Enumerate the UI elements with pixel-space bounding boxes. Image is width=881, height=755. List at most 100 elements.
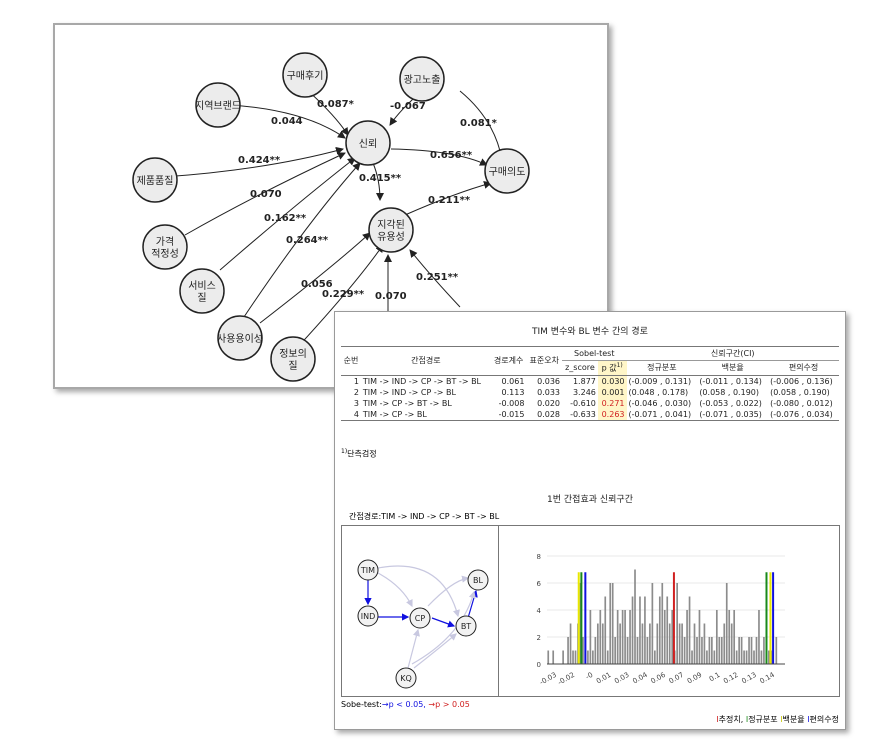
cell-bias: (-0.006 , 0.136) — [770, 376, 833, 386]
svg-text:구매후기: 구매후기 — [287, 70, 324, 82]
histogram-bar — [599, 610, 602, 664]
edge-label: 0.251** — [416, 272, 459, 283]
histogram-bar — [596, 623, 599, 664]
histogram-bar — [743, 650, 745, 664]
histogram-bar — [614, 637, 617, 664]
histogram-bar — [683, 637, 686, 664]
cell-z: 1.877 — [572, 376, 596, 386]
cell-z: 3.246 — [572, 387, 596, 397]
mini-node-tim: TIM — [357, 559, 379, 581]
x-tick-label: 0.13 — [740, 671, 758, 686]
histogram-bar — [547, 650, 550, 664]
histogram-bar — [733, 610, 736, 664]
cell-no: 2 — [353, 387, 359, 397]
histogram-bar — [629, 610, 631, 664]
histogram-bar — [646, 637, 649, 664]
cell-p: 0.263 — [597, 408, 627, 421]
cell-se: 0.036 — [537, 376, 561, 386]
cell-p: 0.271 — [597, 397, 627, 409]
mini-node-bl: BL — [467, 569, 489, 591]
ci-histogram: 0 2 4 6 8 -0.03 -0.02 -0 0.01 0.03 0.04 0.06 0.07 0.0… — [498, 525, 840, 697]
histogram-bar — [604, 596, 607, 664]
svg-text:KQ: KQ — [400, 674, 412, 683]
cell-path: TIM -> IND -> CP -> BL — [362, 387, 456, 397]
histogram-bar — [611, 583, 614, 664]
svg-text:CP: CP — [415, 614, 426, 623]
cell-z: -0.610 — [570, 398, 596, 408]
table-row: 2 TIM -> IND -> CP -> BL 0.113 0.033 3.246 0.… — [341, 386, 839, 398]
cell-coef: 0.113 — [501, 387, 525, 397]
histogram-bar — [703, 623, 706, 664]
sem-node-sayong: 사용용이성 — [217, 315, 263, 361]
x-tick-label: 0.09 — [686, 671, 704, 686]
histogram-bar — [713, 650, 716, 664]
histogram-bar — [641, 623, 644, 664]
table-row: 3 TIM -> CP -> BT -> BL -0.008 0.020 -0.610 0… — [341, 397, 839, 409]
sem-node-sinroe: 신뢰 — [345, 120, 391, 166]
y-tick-label: 8 — [537, 553, 541, 561]
histogram-bar — [656, 623, 659, 664]
histogram-bar — [715, 610, 718, 664]
cell-pct: (-0.071 , 0.035) — [697, 408, 769, 421]
cell-se: 0.028 — [526, 408, 563, 421]
cell-pct: (0.058 , 0.190) — [699, 387, 759, 397]
y-tick-label: 0 — [537, 661, 541, 669]
cell-bias: (-0.080 , 0.012) — [770, 398, 833, 408]
mini-node-ind: IND — [357, 605, 379, 627]
cell-normal: (-0.009 , 0.131) — [628, 376, 692, 386]
x-tick-label: 0.12 — [722, 671, 740, 686]
cell-pct: (-0.053 , 0.022) — [699, 398, 762, 408]
indirect-path-label: 간접경로:TIM -> IND -> CP -> BT -> BL — [349, 512, 500, 521]
edge-label: 0.656** — [430, 150, 473, 161]
svg-text:질: 질 — [288, 360, 297, 372]
x-tick-label: 0.03 — [613, 671, 631, 686]
col-se: 표준오차 — [526, 346, 563, 376]
table-row: 1 TIM -> IND -> CP -> BT -> BL 0.061 0.036 1… — [341, 375, 839, 387]
histogram-bar — [634, 569, 636, 664]
histogram-bar — [582, 637, 584, 664]
histogram-bar — [649, 623, 651, 664]
col-bias: 편의수정 — [768, 360, 839, 376]
edge-label: 0.070 — [250, 189, 282, 200]
x-tick-label: -0.03 — [538, 671, 558, 687]
histogram-bar — [728, 610, 731, 664]
col-pct: 백분율 — [697, 360, 769, 376]
mini-node-kq: KQ — [395, 667, 417, 689]
cell-normal: (0.048 , 0.178) — [628, 387, 689, 397]
x-tick-label: -0 — [584, 671, 594, 681]
histogram-bar — [631, 596, 634, 664]
histogram-bar — [768, 650, 770, 664]
edge-label: 0.162** — [264, 213, 307, 224]
histogram-bar — [745, 650, 748, 664]
histogram-bar — [668, 623, 671, 664]
svg-text:제품품질: 제품품질 — [137, 175, 174, 187]
histogram-bar — [701, 637, 703, 664]
svg-text:BL: BL — [473, 576, 483, 585]
histogram-bar — [753, 650, 755, 664]
histogram-bar — [644, 596, 646, 664]
histogram-bar — [696, 637, 698, 664]
histogram-bar — [758, 610, 760, 664]
mini-node-cp: CP — [409, 607, 431, 629]
histogram-bar — [691, 650, 693, 664]
y-tick-label: 2 — [537, 634, 541, 642]
edge-label: 0.070 — [375, 291, 407, 302]
col-path: 간접경로 — [360, 346, 491, 376]
y-tick-label: 4 — [537, 607, 542, 615]
histogram-bar — [636, 637, 639, 664]
histogram-bar — [763, 637, 765, 664]
svg-text:서비스: 서비스 — [188, 280, 216, 292]
col-no: 순번 — [341, 346, 361, 376]
histogram-bar — [708, 637, 711, 664]
x-tick-label: 0.06 — [649, 671, 667, 686]
histogram-bar — [619, 623, 621, 664]
table-row: 4 TIM -> CP -> BL -0.015 0.028 -0.633 0.263 (-… — [341, 408, 839, 421]
x-tick-label: 0.04 — [631, 671, 649, 686]
sem-node-gwanggo: 광고노출 — [399, 56, 445, 102]
ci-title: 1번 간접효과 신뢰구간 — [547, 495, 633, 505]
histogram-bar — [760, 650, 763, 664]
cell-z: -0.633 — [562, 408, 598, 421]
edge-label: 0.424** — [238, 155, 281, 166]
